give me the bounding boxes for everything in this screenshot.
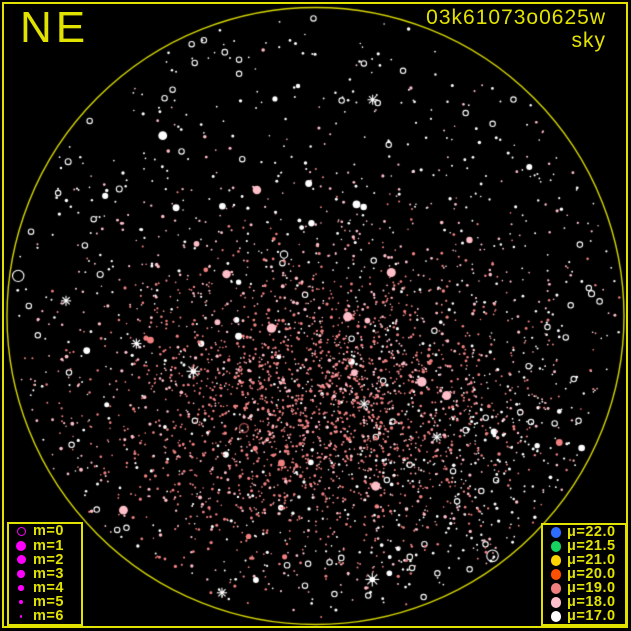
m-legend-row: m=0	[9, 523, 81, 540]
m-legend-row: m=1	[9, 537, 81, 554]
mu-legend-row: μ=21.5	[543, 538, 625, 555]
plot-mode-label: sky	[571, 29, 606, 52]
orientation-label: NE	[20, 3, 90, 52]
m-legend-row: m=4	[9, 579, 81, 596]
mu-legend-label: μ=19.0	[567, 580, 616, 597]
mu-legend-marker-cell	[545, 569, 567, 580]
m-legend-row: m=5	[9, 594, 81, 610]
filled-circle-marker-icon	[16, 540, 26, 551]
magnitude-size-legend: m=0 m=1 m=2 m=3 m=4 m=5 m=6	[7, 522, 83, 626]
color-circle-marker-icon	[550, 597, 562, 608]
filled-circle-marker-icon	[16, 555, 26, 565]
color-circle-marker-icon	[550, 555, 562, 566]
m-legend-label: m=3	[33, 565, 64, 582]
open-circle-marker-icon	[16, 527, 26, 537]
m-legend-label: m=4	[33, 579, 64, 596]
plot-id-label: 03k61073o0625w	[426, 6, 606, 29]
mu-legend-label: μ=22.0	[567, 524, 616, 541]
color-circle-marker-icon	[550, 527, 562, 538]
color-circle-marker-icon	[550, 569, 562, 580]
surface-brightness-color-legend: μ=22.0 μ=21.5 μ=21.0 μ=20.0 μ=19.0 μ=18.0 μ=17…	[541, 523, 627, 626]
m-legend-label: m=5	[33, 594, 64, 610]
mu-legend-label: μ=21.5	[567, 538, 616, 555]
filled-circle-marker-icon	[19, 615, 23, 618]
m-legend-row: m=3	[9, 565, 81, 582]
mu-legend-row: μ=17.0	[543, 608, 625, 625]
m-legend-label: m=0	[33, 523, 64, 540]
mu-legend-row: μ=20.0	[543, 566, 625, 583]
mu-legend-row: μ=18.0	[543, 594, 625, 611]
m-legend-marker-cell	[9, 615, 33, 618]
m-legend-marker-cell	[9, 600, 33, 605]
color-circle-marker-icon	[550, 583, 562, 594]
mu-legend-marker-cell	[545, 527, 567, 538]
filled-circle-marker-icon	[18, 585, 24, 591]
m-legend-marker-cell	[9, 540, 33, 551]
mu-legend-row: μ=22.0	[543, 524, 625, 541]
mu-legend-marker-cell	[545, 583, 567, 594]
mu-legend-row: μ=21.0	[543, 552, 625, 569]
m-legend-label: m=6	[33, 608, 64, 625]
m-legend-marker-cell	[9, 570, 33, 578]
m-legend-row: m=2	[9, 551, 81, 568]
m-legend-label: m=2	[33, 551, 64, 568]
mu-legend-label: μ=21.0	[567, 552, 616, 569]
mu-legend-label: μ=17.0	[567, 608, 616, 625]
mu-legend-marker-cell	[545, 555, 567, 566]
m-legend-marker-cell	[9, 555, 33, 565]
mu-legend-marker-cell	[545, 611, 567, 622]
filled-circle-marker-icon	[17, 570, 25, 578]
mu-legend-marker-cell	[545, 541, 567, 552]
mu-legend-label: μ=20.0	[567, 566, 616, 583]
m-legend-marker-cell	[9, 585, 33, 591]
mu-legend-marker-cell	[545, 597, 567, 608]
color-circle-marker-icon	[550, 611, 562, 622]
color-circle-marker-icon	[550, 541, 562, 552]
m-legend-label: m=1	[33, 537, 64, 554]
mu-legend-row: μ=19.0	[543, 580, 625, 597]
mu-legend-label: μ=18.0	[567, 594, 616, 611]
filled-circle-marker-icon	[19, 600, 23, 605]
m-legend-marker-cell	[9, 527, 33, 537]
m-legend-row: m=6	[9, 608, 81, 625]
